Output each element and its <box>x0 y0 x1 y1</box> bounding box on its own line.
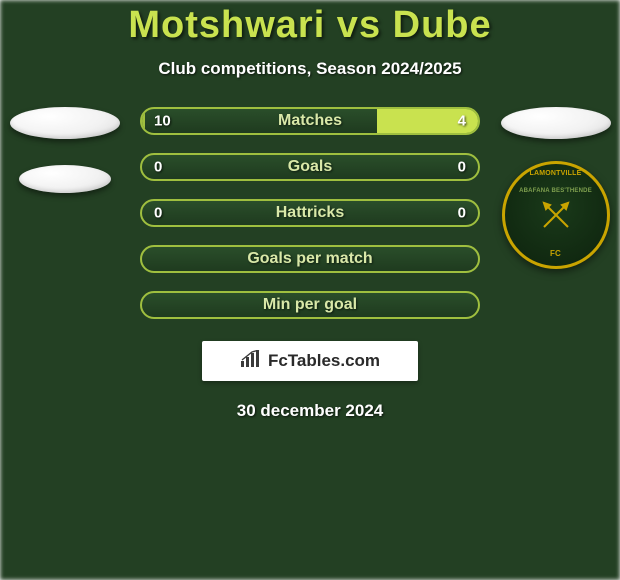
stat-label: Matches <box>278 112 342 130</box>
page-title: Motshwari vs Dube <box>128 4 491 47</box>
stat-bar: 0 Goals 0 <box>140 153 480 181</box>
stat-bar: 0 Hattricks 0 <box>140 199 480 227</box>
stat-bar: Min per goal <box>140 291 480 319</box>
branding-box: FcTables.com <box>202 341 418 381</box>
main-row: 10 Matches 4 0 Goals 0 0 Hattricks 0 Goals per ma… <box>0 107 620 319</box>
left-player-col <box>7 107 122 193</box>
right-player-col: LAMONTVILLE ABAFANA BES'THENDE FC <box>498 107 613 269</box>
branding-text: FcTables.com <box>268 351 380 371</box>
stat-value-right: 0 <box>458 159 466 176</box>
footer-date: 30 december 2024 <box>237 401 384 421</box>
right-player-photo-placeholder <box>501 107 611 139</box>
stat-value-right: 4 <box>458 113 466 130</box>
left-player-photo-placeholder <box>10 107 120 139</box>
stat-column: 10 Matches 4 0 Goals 0 0 Hattricks 0 Goals per ma… <box>140 107 480 319</box>
badge-bottom-text: FC <box>505 249 607 258</box>
stat-label: Goals <box>288 158 332 176</box>
branding-chart-icon <box>240 350 262 373</box>
stat-bar: 10 Matches 4 <box>140 107 480 135</box>
stat-label: Min per goal <box>263 296 357 314</box>
stat-value-left: 10 <box>154 113 171 130</box>
stat-label: Hattricks <box>276 204 344 222</box>
stat-value-left: 0 <box>154 159 162 176</box>
page-subtitle: Club competitions, Season 2024/2025 <box>158 59 461 79</box>
right-club-badge: LAMONTVILLE ABAFANA BES'THENDE FC <box>502 161 610 269</box>
badge-top-text: LAMONTVILLE <box>505 170 607 177</box>
stat-label: Goals per match <box>247 250 372 268</box>
badge-arrows-icon <box>534 193 578 237</box>
left-club-placeholder <box>19 165 111 193</box>
stat-fill-left <box>142 109 145 133</box>
stat-value-left: 0 <box>154 205 162 222</box>
content-wrapper: Motshwari vs Dube Club competitions, Sea… <box>0 0 620 580</box>
stat-bar: Goals per match <box>140 245 480 273</box>
stat-value-right: 0 <box>458 205 466 222</box>
